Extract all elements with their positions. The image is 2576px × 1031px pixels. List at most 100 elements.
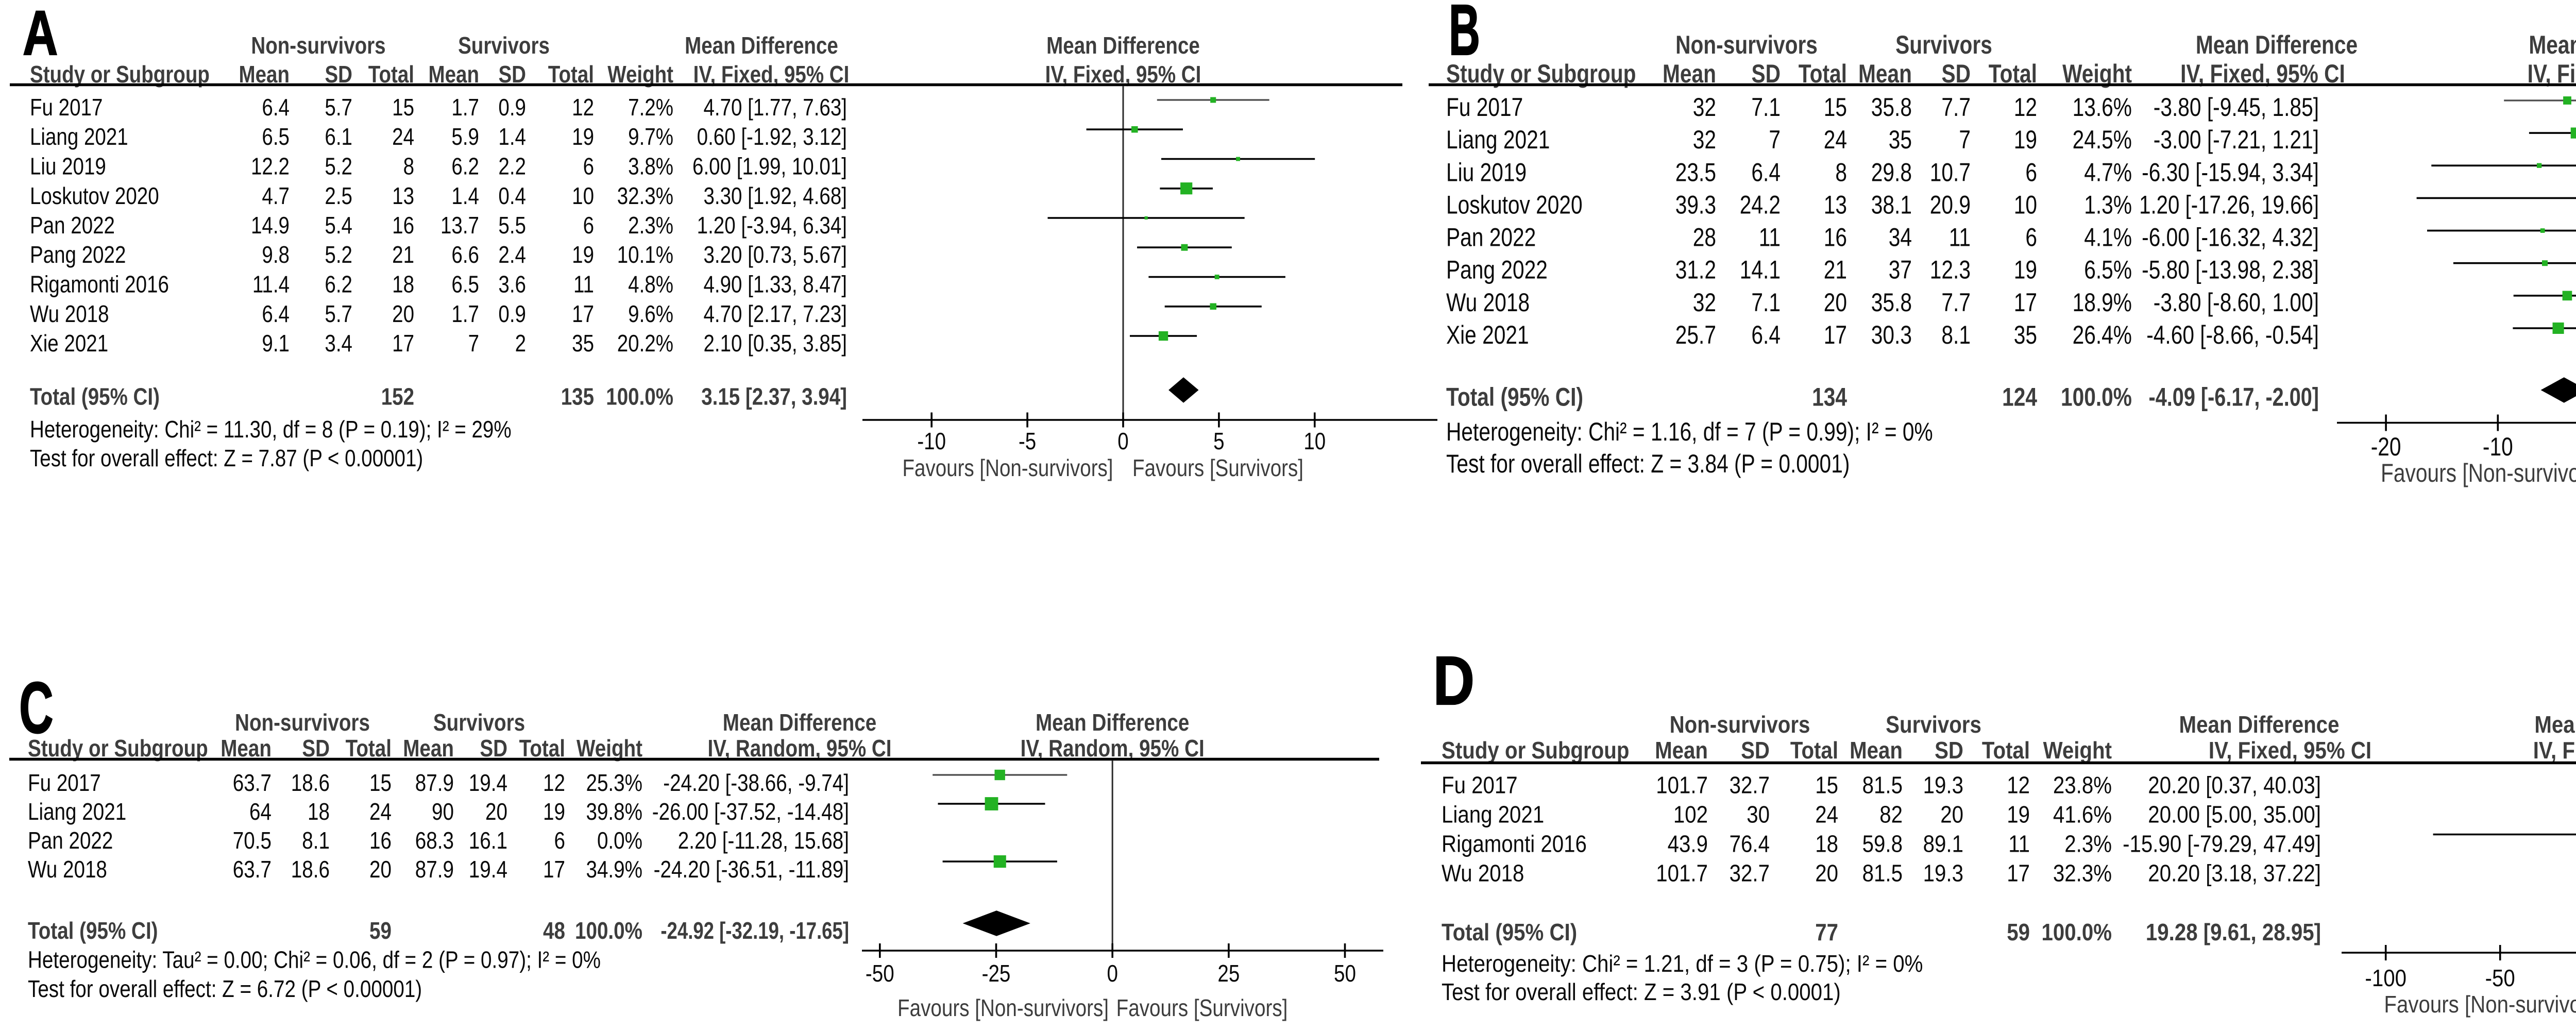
svg-text:-50: -50: [2485, 966, 2515, 992]
svg-text:5.7: 5.7: [325, 94, 352, 121]
svg-text:IV, Fixed, 95% CI: IV, Fixed, 95% CI: [2528, 59, 2576, 88]
svg-text:6.4: 6.4: [262, 301, 290, 327]
svg-text:5.7: 5.7: [325, 301, 352, 327]
svg-text:32: 32: [1693, 125, 1716, 154]
svg-text:Total: Total: [519, 735, 565, 762]
svg-text:Mean: Mean: [239, 61, 290, 88]
svg-text:35: 35: [2014, 320, 2037, 349]
svg-text:0.0%: 0.0%: [597, 827, 642, 854]
svg-text:39.3: 39.3: [1675, 190, 1716, 219]
svg-text:3.30 [1.92, 4.68]: 3.30 [1.92, 4.68]: [703, 183, 847, 209]
svg-text:2.10 [0.35, 3.85]: 2.10 [0.35, 3.85]: [703, 330, 847, 357]
svg-text:29.8: 29.8: [1871, 158, 1912, 187]
svg-text:13: 13: [392, 183, 414, 209]
svg-text:13.6%: 13.6%: [2073, 93, 2132, 122]
svg-text:SD: SD: [325, 61, 352, 88]
svg-text:24: 24: [1815, 802, 1838, 828]
svg-text:C: C: [19, 667, 54, 748]
svg-text:4.70 [2.17, 7.23]: 4.70 [2.17, 7.23]: [703, 301, 847, 327]
svg-text:20: 20: [392, 301, 414, 327]
svg-text:35: 35: [1889, 125, 1912, 154]
svg-text:Fu 2017: Fu 2017: [1446, 93, 1523, 122]
svg-text:24: 24: [392, 124, 414, 150]
svg-text:16: 16: [1824, 223, 1847, 252]
svg-text:6.00 [1.99, 10.01]: 6.00 [1.99, 10.01]: [692, 153, 847, 179]
svg-text:1.4: 1.4: [498, 124, 526, 150]
svg-text:6.2: 6.2: [451, 153, 479, 179]
svg-text:2.2: 2.2: [498, 153, 526, 179]
svg-text:Mean: Mean: [429, 61, 479, 88]
svg-text:10.1%: 10.1%: [617, 242, 673, 268]
svg-text:Mean: Mean: [1663, 59, 1716, 88]
svg-text:19: 19: [2014, 125, 2037, 154]
svg-text:35.8: 35.8: [1871, 93, 1912, 122]
svg-text:Weight: Weight: [2043, 738, 2112, 764]
svg-text:1.20 [-17.26, 19.66]: 1.20 [-17.26, 19.66]: [2139, 190, 2319, 219]
svg-text:Fu 2017: Fu 2017: [1442, 772, 1518, 799]
svg-text:23.5: 23.5: [1675, 158, 1716, 187]
svg-text:59: 59: [369, 918, 392, 944]
svg-text:Liang 2021: Liang 2021: [1446, 125, 1550, 154]
svg-text:4.1%: 4.1%: [2084, 223, 2132, 252]
svg-text:16: 16: [392, 212, 414, 239]
svg-text:100.0%: 100.0%: [575, 918, 642, 944]
svg-text:1.20 [-3.94, 6.34]: 1.20 [-3.94, 6.34]: [697, 212, 847, 239]
svg-text:68.3: 68.3: [415, 827, 454, 854]
svg-text:101.7: 101.7: [1656, 860, 1708, 887]
svg-text:28: 28: [1693, 223, 1716, 252]
svg-text:-50: -50: [866, 960, 894, 987]
svg-text:19: 19: [543, 799, 565, 825]
svg-text:8: 8: [1835, 158, 1847, 187]
svg-text:20.9: 20.9: [1930, 190, 1971, 219]
svg-text:Non-survivors: Non-survivors: [1675, 30, 1818, 59]
svg-text:19: 19: [572, 124, 594, 150]
svg-text:17: 17: [392, 330, 414, 357]
svg-text:Total (95% CI): Total (95% CI): [30, 383, 160, 410]
svg-text:20: 20: [1815, 860, 1838, 887]
svg-text:5.9: 5.9: [451, 124, 479, 150]
svg-text:20: 20: [369, 856, 392, 883]
svg-text:20: 20: [1940, 802, 1963, 828]
svg-text:41.6%: 41.6%: [2053, 802, 2112, 828]
svg-text:1.7: 1.7: [451, 301, 479, 327]
svg-text:Wu 2018: Wu 2018: [1442, 860, 1524, 887]
svg-text:31.2: 31.2: [1675, 256, 1716, 284]
svg-text:37: 37: [1889, 256, 1912, 284]
svg-text:10: 10: [2014, 190, 2037, 219]
svg-text:35: 35: [572, 330, 594, 357]
svg-text:12: 12: [572, 94, 594, 121]
svg-text:100.0%: 100.0%: [2061, 383, 2132, 412]
svg-text:SD: SD: [1741, 738, 1770, 764]
svg-text:48: 48: [543, 918, 565, 944]
svg-text:24: 24: [369, 799, 392, 825]
svg-text:Pang 2022: Pang 2022: [1446, 256, 1548, 284]
svg-text:-5: -5: [1019, 428, 1036, 454]
svg-text:9.8: 9.8: [262, 242, 290, 268]
svg-text:30: 30: [1747, 802, 1770, 828]
svg-text:Study or Subgroup: Study or Subgroup: [1442, 738, 1629, 764]
svg-text:Liang 2021: Liang 2021: [30, 124, 128, 150]
svg-text:Favours [Non-survivors]: Favours [Non-survivors]: [903, 455, 1113, 481]
svg-text:SD: SD: [1941, 59, 1971, 88]
svg-text:3.20 [0.73, 5.67]: 3.20 [0.73, 5.67]: [703, 242, 847, 268]
svg-text:Favours [Non-survivors]: Favours [Non-survivors]: [2381, 459, 2576, 487]
svg-text:Non-survivors: Non-survivors: [1670, 712, 1810, 738]
svg-text:-24.92 [-32.19, -17.65]: -24.92 [-32.19, -17.65]: [660, 917, 849, 944]
svg-text:6: 6: [583, 153, 594, 179]
svg-text:6.5: 6.5: [262, 124, 290, 150]
svg-text:1.3%: 1.3%: [2084, 190, 2132, 219]
svg-text:Loskutov 2020: Loskutov 2020: [30, 183, 159, 209]
svg-text:0.60 [-1.92, 3.12]: 0.60 [-1.92, 3.12]: [697, 124, 847, 150]
svg-text:3.8%: 3.8%: [628, 153, 673, 179]
svg-text:IV, Random, 95% CI: IV, Random, 95% CI: [707, 735, 891, 762]
svg-text:70.5: 70.5: [233, 827, 272, 854]
svg-text:Weight: Weight: [577, 735, 642, 762]
svg-text:SD: SD: [1751, 59, 1781, 88]
svg-text:14.9: 14.9: [251, 212, 290, 239]
svg-text:-24.20 [-38.66, -9.74]: -24.20 [-38.66, -9.74]: [663, 770, 849, 796]
svg-text:7.2%: 7.2%: [628, 94, 673, 121]
svg-text:6.6: 6.6: [451, 242, 479, 268]
svg-text:SD: SD: [1935, 738, 1963, 764]
svg-text:Xie 2021: Xie 2021: [1446, 320, 1529, 349]
svg-text:10: 10: [572, 183, 594, 209]
